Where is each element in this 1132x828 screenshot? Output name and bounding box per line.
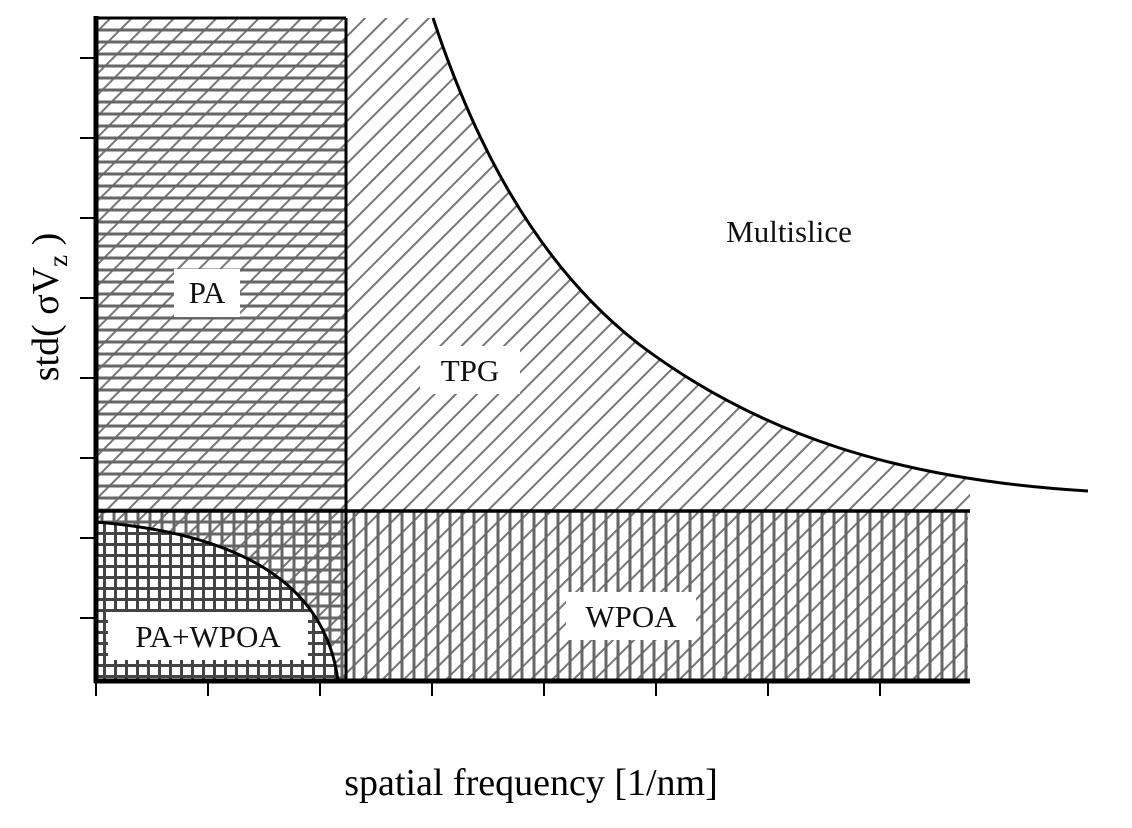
- region-pa-area: [96, 18, 346, 511]
- region-tpg-area: [346, 18, 970, 511]
- x-axis-title: spatial frequency [1/nm]: [344, 762, 718, 804]
- y-axis-title: std( σVz ): [25, 233, 73, 382]
- label-pa-wpoa: PA+WPOA: [135, 619, 281, 654]
- region-labels: PA TPG Multislice WPOA PA+WPOA: [108, 214, 852, 660]
- label-wpoa: WPOA: [585, 599, 677, 634]
- label-pa: PA: [189, 275, 226, 310]
- y-axis-title-suffix: ): [25, 233, 67, 255]
- y-axis-title-subscript: z: [43, 255, 73, 267]
- axes: [80, 16, 970, 696]
- region-boundaries: [95, 17, 1089, 682]
- y-axis-title-prefix: std( σV: [25, 266, 67, 381]
- label-multislice: Multislice: [726, 214, 852, 249]
- y-axis-ticks: [80, 57, 96, 619]
- label-tpg: TPG: [441, 353, 500, 388]
- x-axis-ticks: [95, 681, 881, 696]
